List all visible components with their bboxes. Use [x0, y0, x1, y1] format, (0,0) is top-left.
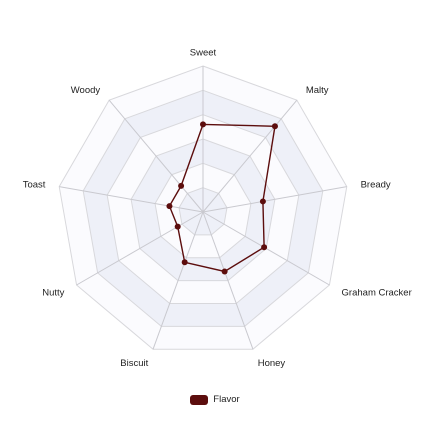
legend-label: Flavor	[213, 394, 240, 405]
axis-spoke	[202, 211, 254, 350]
axis-label-layer: Sweet Malty Bready Graham Cracker Honey Biscu…	[23, 48, 412, 369]
axis-label: Sweet	[190, 48, 217, 59]
data-point	[200, 121, 206, 128]
axis-label: Woody	[71, 85, 101, 96]
axis-label: Nutty	[42, 288, 64, 299]
axis-label: Biscuit	[120, 358, 148, 369]
axis-label: Graham Cracker	[342, 288, 412, 299]
spoke-layer	[59, 66, 347, 350]
data-point	[261, 244, 268, 251]
legend-swatch	[190, 394, 209, 405]
axis-label: Toast	[23, 180, 46, 191]
axis-spoke	[152, 211, 204, 350]
axis-label: Bready	[361, 180, 391, 191]
axis-spoke	[108, 99, 204, 213]
axis-spoke	[76, 211, 204, 286]
axis-spoke	[202, 99, 298, 213]
axis-spoke	[202, 186, 347, 213]
data-point	[271, 123, 278, 130]
data-point	[174, 223, 181, 230]
data-point	[181, 259, 188, 266]
series-line	[168, 123, 276, 273]
series-layer	[166, 121, 278, 275]
legend[interactable]: Flavor	[0, 394, 430, 405]
data-point	[166, 203, 173, 210]
data-point	[221, 268, 228, 275]
data-point	[178, 182, 185, 189]
axis-spoke	[59, 186, 204, 213]
axis-label: Malty	[306, 85, 329, 96]
axis-label: Honey	[258, 358, 286, 369]
data-point	[259, 198, 266, 205]
